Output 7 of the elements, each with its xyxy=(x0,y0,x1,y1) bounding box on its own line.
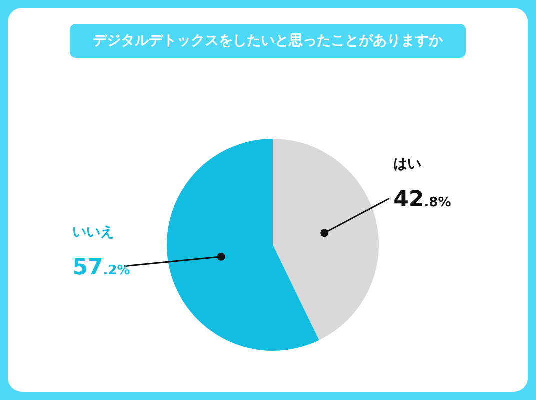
slice-label: はい xyxy=(394,156,422,173)
chart-title: デジタルデトックスをしたいと思ったことがありますか xyxy=(70,24,466,58)
data-label: 42.8% xyxy=(394,188,452,213)
data-label: 57.2% xyxy=(72,255,130,280)
slice-label: いいえ xyxy=(72,224,115,240)
pie-slice xyxy=(273,139,379,340)
pie-slice xyxy=(167,139,320,351)
